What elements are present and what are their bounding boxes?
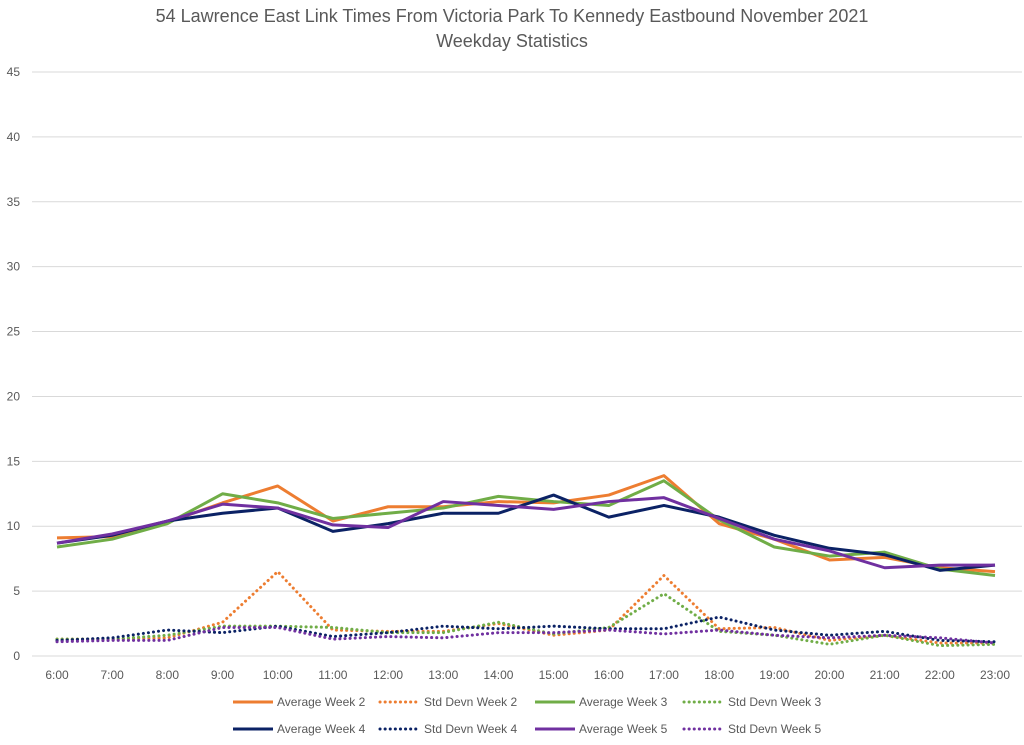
- y-tick-label: 30: [7, 260, 21, 274]
- x-tick-label: 22:00: [925, 668, 955, 682]
- x-tick-label: 15:00: [539, 668, 569, 682]
- series-line-average-week-5: [56, 496, 995, 570]
- x-tick-label: 14:00: [483, 668, 513, 682]
- x-tick-label: 9:00: [211, 668, 235, 682]
- x-tick-label: 16:00: [594, 668, 624, 682]
- legend-label: Average Week 3: [579, 695, 668, 709]
- y-tick-label: 5: [13, 584, 20, 598]
- legend-label: Std Devn Week 2: [424, 695, 517, 709]
- x-tick-label: 23:00: [980, 668, 1010, 682]
- x-tick-label: 18:00: [704, 668, 734, 682]
- series-line-std-devn-week-2: [55, 570, 997, 645]
- x-tick-label: 17:00: [649, 668, 679, 682]
- x-tick-label: 20:00: [814, 668, 844, 682]
- x-tick-label: 13:00: [428, 668, 458, 682]
- x-tick-label: 7:00: [100, 668, 124, 682]
- chart-title: 54 Lawrence East Link Times From Victori…: [155, 6, 869, 26]
- y-tick-label: 40: [7, 130, 21, 144]
- y-tick-label: 45: [7, 65, 21, 79]
- legend-label: Std Devn Week 4: [424, 722, 517, 736]
- y-tick-label: 35: [7, 195, 21, 209]
- legend-label: Std Devn Week 3: [728, 695, 821, 709]
- legend-label: Average Week 2: [277, 695, 366, 709]
- y-tick-label: 10: [7, 519, 21, 533]
- series-line-std-devn-week-5: [55, 625, 997, 645]
- legend-label: Average Week 5: [579, 722, 668, 736]
- x-tick-label: 21:00: [870, 668, 900, 682]
- x-tick-label: 10:00: [263, 668, 293, 682]
- x-tick-label: 19:00: [759, 668, 789, 682]
- series-line-average-week-3: [56, 479, 996, 578]
- y-tick-label: 25: [7, 325, 21, 339]
- series-line-std-devn-week-3: [55, 592, 997, 648]
- chart-subtitle: Weekday Statistics: [436, 31, 588, 51]
- x-tick-label: 6:00: [45, 668, 69, 682]
- y-tick-label: 0: [13, 649, 20, 663]
- series-line-std-devn-week-4: [55, 615, 997, 644]
- y-tick-label: 20: [7, 389, 21, 403]
- series-line-average-week-4: [56, 493, 996, 572]
- legend-label: Std Devn Week 5: [728, 722, 821, 736]
- x-tick-label: 12:00: [373, 668, 403, 682]
- legend-label: Average Week 4: [277, 722, 366, 736]
- y-tick-label: 15: [7, 454, 21, 468]
- x-tick-label: 8:00: [156, 668, 180, 682]
- x-tick-label: 11:00: [318, 668, 347, 682]
